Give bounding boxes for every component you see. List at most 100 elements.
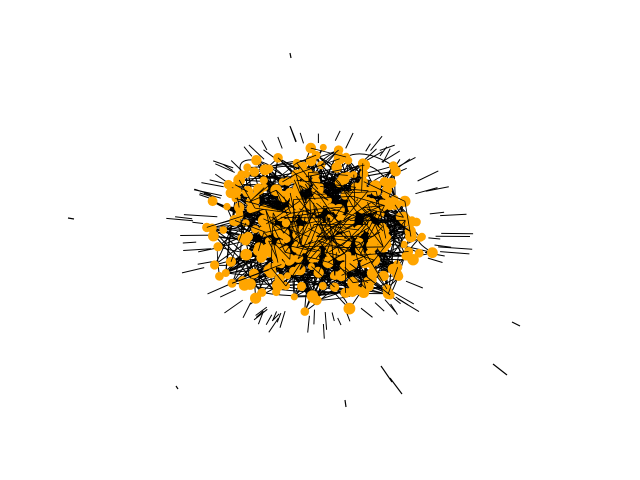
edge (428, 237, 441, 240)
edge (316, 208, 327, 241)
edge (270, 221, 309, 250)
node (243, 163, 252, 172)
edge (360, 307, 373, 318)
edge (296, 154, 317, 164)
edge (265, 209, 279, 263)
edge (324, 312, 328, 330)
node (391, 199, 402, 209)
edge (299, 132, 304, 144)
edge (349, 230, 367, 289)
edge (270, 212, 274, 268)
isolated-edge (344, 399, 347, 408)
node (385, 177, 397, 189)
edge (425, 186, 449, 192)
edge (284, 208, 318, 253)
edge (296, 230, 350, 248)
node (290, 293, 298, 301)
edge (181, 267, 205, 274)
edge (405, 280, 423, 289)
edge (382, 148, 391, 164)
edge (343, 201, 373, 222)
edge (283, 196, 292, 214)
edge (270, 267, 287, 287)
edge (359, 242, 388, 290)
node (390, 165, 402, 177)
edge (366, 151, 383, 161)
node (215, 271, 224, 281)
edge (255, 306, 268, 316)
edge (320, 164, 351, 197)
edge (336, 205, 383, 226)
edge (193, 189, 222, 197)
edge (265, 314, 273, 325)
edge (243, 146, 253, 157)
edge (265, 209, 286, 253)
node (300, 307, 310, 316)
node (243, 231, 254, 242)
edge (235, 198, 291, 214)
edge (429, 211, 445, 215)
edge (434, 244, 452, 248)
edge (343, 190, 369, 220)
edge (305, 164, 365, 178)
edge (238, 179, 256, 209)
node (250, 292, 262, 304)
edge (248, 144, 265, 160)
edge (395, 296, 409, 306)
edge (231, 269, 269, 284)
edge (415, 187, 438, 195)
edge (344, 267, 367, 289)
edge (308, 172, 348, 176)
node (262, 243, 271, 252)
node (277, 260, 286, 269)
edge (275, 189, 296, 211)
node (407, 254, 419, 266)
edge (236, 197, 240, 208)
edge (320, 186, 369, 192)
node (400, 240, 408, 249)
node (219, 226, 228, 234)
edge (277, 136, 283, 149)
node (392, 269, 403, 280)
isolated-edge (380, 365, 393, 383)
edge (234, 220, 267, 233)
node (311, 295, 322, 306)
edge (365, 143, 371, 152)
node (318, 282, 327, 290)
node (244, 278, 256, 290)
edge (279, 310, 286, 328)
edge (308, 172, 312, 220)
node (259, 164, 271, 176)
node (299, 161, 308, 170)
edge (230, 222, 247, 262)
edge (289, 125, 297, 143)
nodes-layer (202, 142, 438, 316)
edge (370, 135, 383, 151)
edge (298, 224, 315, 259)
edge (255, 310, 264, 318)
node (221, 269, 230, 277)
node (207, 223, 217, 233)
edge (370, 220, 406, 265)
edge (337, 317, 342, 326)
edge (359, 251, 409, 256)
edge (175, 216, 193, 220)
node (207, 196, 218, 207)
edge (311, 266, 335, 288)
node (358, 286, 370, 298)
edge (242, 302, 252, 319)
edge (323, 205, 368, 221)
node (264, 237, 273, 245)
edge (397, 156, 416, 168)
node (210, 260, 220, 270)
edge (268, 240, 317, 253)
edge (297, 237, 329, 260)
node (251, 155, 262, 166)
edge (318, 240, 354, 283)
edge (299, 251, 317, 270)
edge (215, 163, 235, 173)
edge (315, 190, 342, 228)
edge (334, 252, 337, 276)
isolated-edge (492, 363, 508, 376)
